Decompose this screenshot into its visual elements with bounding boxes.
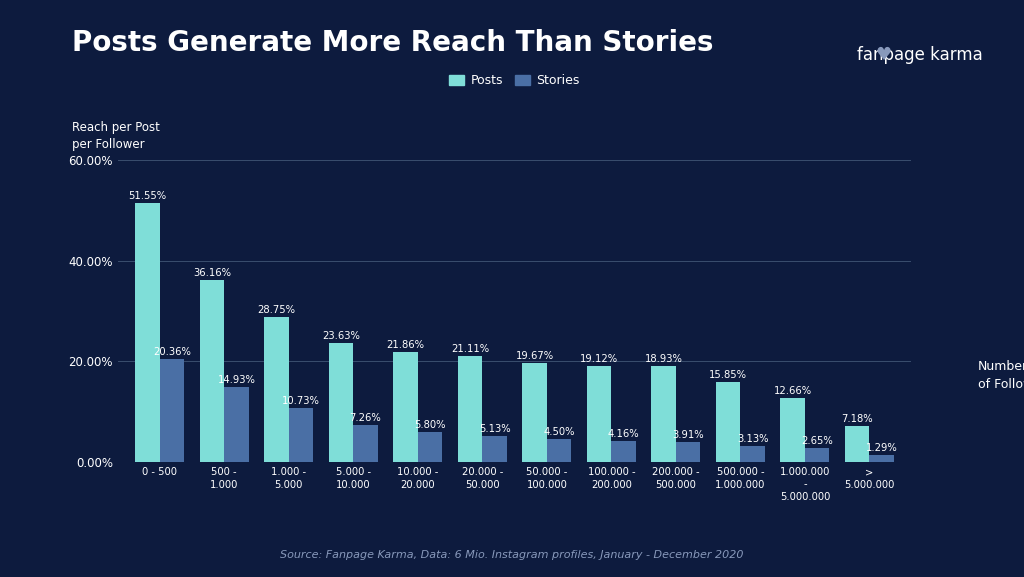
Bar bbox=[329, 343, 353, 462]
Text: 15.85%: 15.85% bbox=[710, 370, 748, 380]
Text: 21.86%: 21.86% bbox=[386, 340, 425, 350]
Text: 3.13%: 3.13% bbox=[737, 434, 768, 444]
Text: 20.36%: 20.36% bbox=[153, 347, 190, 357]
Text: 1.29%: 1.29% bbox=[866, 443, 898, 453]
Bar bbox=[135, 203, 160, 462]
Bar bbox=[845, 425, 869, 462]
Bar bbox=[224, 387, 249, 462]
Bar bbox=[418, 432, 442, 462]
Bar bbox=[869, 455, 894, 462]
Text: 19.67%: 19.67% bbox=[515, 351, 554, 361]
Text: Source: Fanpage Karma, Data: 6 Mio. Instagram profiles, January - December 2020: Source: Fanpage Karma, Data: 6 Mio. Inst… bbox=[281, 550, 743, 560]
Bar bbox=[522, 363, 547, 462]
Text: 3.91%: 3.91% bbox=[673, 430, 703, 440]
Text: Reach per Post
per Follower: Reach per Post per Follower bbox=[72, 121, 160, 151]
Text: 5.80%: 5.80% bbox=[415, 421, 445, 430]
Text: 10.73%: 10.73% bbox=[282, 396, 319, 406]
Bar bbox=[458, 355, 482, 462]
Bar bbox=[289, 408, 313, 462]
Bar bbox=[676, 442, 700, 462]
Bar bbox=[353, 425, 378, 462]
Text: 7.26%: 7.26% bbox=[349, 413, 381, 423]
Text: 4.16%: 4.16% bbox=[608, 429, 639, 439]
Text: 2.65%: 2.65% bbox=[802, 436, 834, 446]
Text: 12.66%: 12.66% bbox=[773, 386, 812, 396]
Legend: Posts, Stories: Posts, Stories bbox=[444, 69, 585, 92]
Text: 28.75%: 28.75% bbox=[257, 305, 296, 315]
Text: 7.18%: 7.18% bbox=[842, 414, 873, 424]
Bar bbox=[200, 280, 224, 462]
Text: 14.93%: 14.93% bbox=[217, 374, 255, 384]
Text: fanpage karma: fanpage karma bbox=[857, 46, 983, 64]
Text: 23.63%: 23.63% bbox=[323, 331, 360, 341]
Bar bbox=[160, 359, 184, 462]
Bar bbox=[587, 365, 611, 462]
Bar bbox=[740, 446, 765, 462]
Bar bbox=[264, 317, 289, 462]
Text: 5.13%: 5.13% bbox=[479, 424, 510, 434]
Text: 51.55%: 51.55% bbox=[128, 190, 167, 201]
Bar bbox=[393, 352, 418, 462]
Bar bbox=[780, 398, 805, 462]
Text: Posts Generate More Reach Than Stories: Posts Generate More Reach Than Stories bbox=[72, 29, 713, 57]
Bar bbox=[805, 448, 829, 462]
Text: 19.12%: 19.12% bbox=[580, 354, 618, 364]
Bar bbox=[547, 439, 571, 462]
Bar bbox=[651, 366, 676, 462]
Text: Number
of Followers: Number of Followers bbox=[978, 359, 1024, 391]
Text: 21.11%: 21.11% bbox=[451, 343, 489, 354]
Text: ♥: ♥ bbox=[876, 46, 892, 64]
Text: 18.93%: 18.93% bbox=[645, 354, 683, 365]
Bar bbox=[716, 382, 740, 462]
Bar bbox=[482, 436, 507, 462]
Text: 4.50%: 4.50% bbox=[544, 427, 574, 437]
Text: 36.16%: 36.16% bbox=[193, 268, 231, 278]
Bar bbox=[611, 441, 636, 462]
